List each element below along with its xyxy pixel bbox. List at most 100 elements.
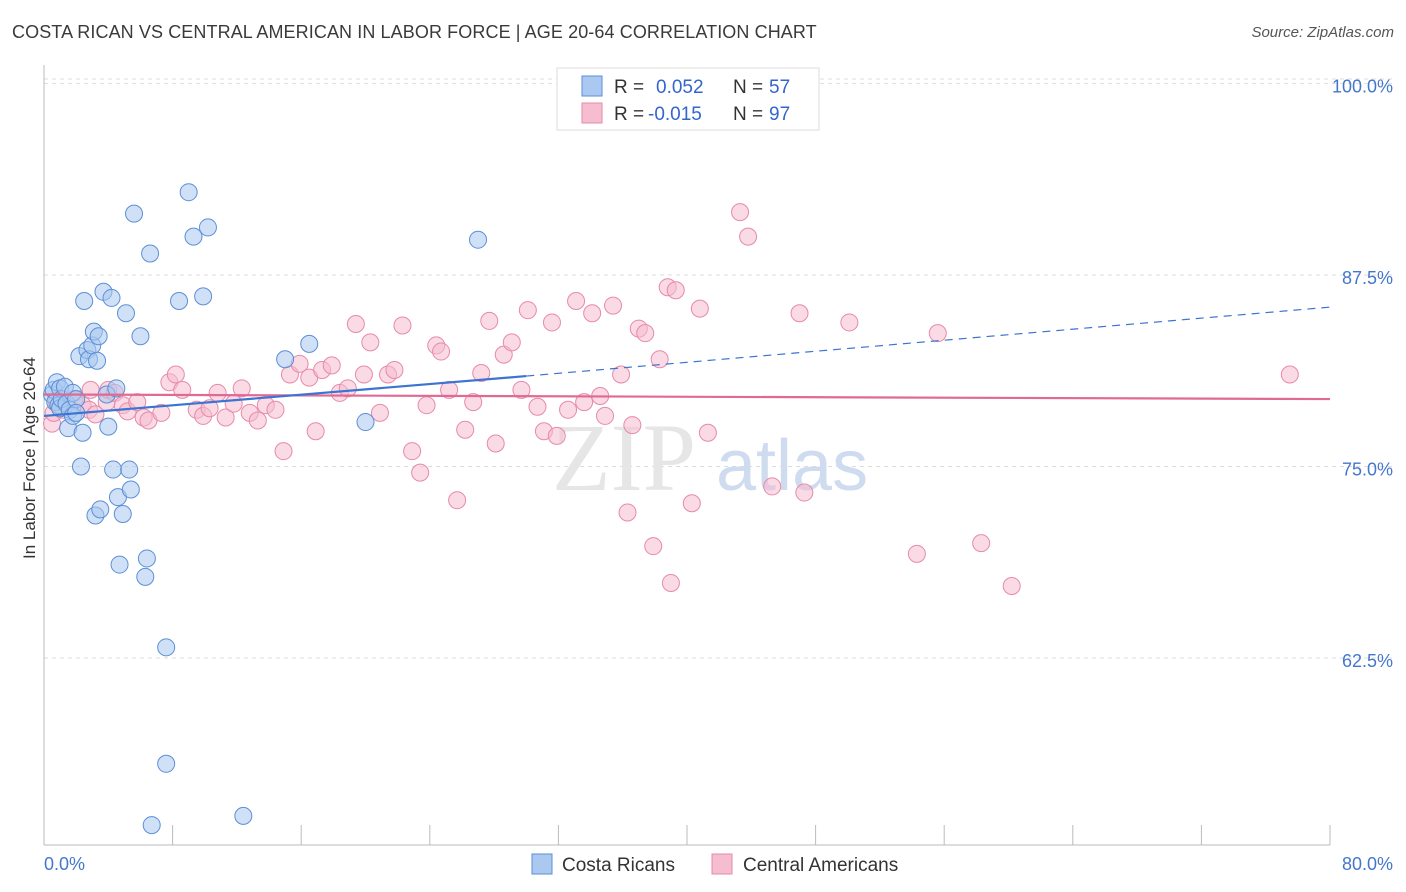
central-americans-point [618, 503, 637, 522]
central-americans-point [208, 383, 227, 402]
central-americans-trend-line [43, 393, 1331, 401]
legend-r-value-1: 0.052 [656, 77, 704, 98]
central-americans-point [403, 442, 422, 461]
central-americans-point [547, 426, 566, 445]
costa-ricans-point [469, 230, 488, 249]
central-americans-point [542, 313, 561, 332]
central-americans-point [1002, 577, 1021, 596]
central-americans-point [370, 403, 389, 422]
series-legend: Costa Ricans Central Americans [531, 853, 898, 876]
central-americans-point [432, 342, 451, 361]
costa-ricans-point [276, 350, 295, 369]
watermark-atlas: atlas [716, 426, 868, 506]
central-americans-point [623, 416, 642, 435]
central-americans-point [795, 483, 814, 502]
central-americans-point [248, 411, 267, 430]
correlation-legend: R = 0.052 N = 57 R = -0.015 N = 97 [556, 67, 820, 131]
legend-n-label-1: N = [733, 77, 763, 98]
central-americans-point [559, 400, 578, 419]
central-americans-point [928, 324, 947, 343]
x-tick-label-max: 80.0% [1342, 854, 1393, 874]
central-americans-point [361, 333, 380, 352]
central-americans-point [596, 406, 615, 425]
costa-ricans-point [141, 244, 160, 263]
costa-ricans-trend-line [43, 374, 527, 418]
central-americans-point [731, 203, 750, 222]
costa-ricans-point [113, 504, 132, 523]
central-americans-point [612, 365, 631, 384]
central-americans-point [690, 299, 709, 318]
central-americans-point [472, 364, 491, 383]
y-axis-label: In Labor Force | Age 20-64 [20, 357, 39, 559]
y-tick-labels: 62.5% 75.0% 87.5% 100.0% [1332, 76, 1393, 671]
central-americans-point [411, 463, 430, 482]
costa-ricans-point [125, 204, 144, 223]
costa-ricans-point [73, 423, 92, 442]
central-americans-point [790, 304, 809, 323]
legend-n-value-1: 57 [769, 77, 790, 98]
costa-ricans-point [142, 816, 161, 835]
central-americans-point [604, 296, 623, 315]
costa-ricans-point [75, 291, 94, 310]
central-americans-point [224, 394, 243, 413]
y-tick-label-2: 87.5% [1342, 268, 1393, 288]
central-americans-point [636, 324, 655, 343]
costa-ricans-points [43, 183, 488, 835]
trend-lines [43, 306, 1331, 418]
costa-ricans-point [102, 288, 121, 307]
costa-ricans-point [131, 327, 150, 346]
costa-ricans-point [120, 460, 139, 479]
y-tick-label-0: 62.5% [1342, 651, 1393, 671]
central-americans-point [567, 291, 586, 310]
central-americans-point [464, 393, 483, 412]
central-americans-point [417, 396, 436, 415]
costa-ricans-point [356, 413, 375, 432]
central-americans-point [448, 491, 467, 510]
central-americans-point [81, 380, 100, 399]
central-americans-point [385, 360, 404, 379]
costa-ricans-trend-extension [526, 306, 1331, 377]
central-americans-point [200, 399, 219, 418]
central-americans-point [393, 316, 412, 335]
costa-ricans-point [198, 218, 217, 237]
grid-layer [44, 78, 1395, 659]
costa-ricans-point [179, 183, 198, 202]
series-label-central-americans: Central Americans [743, 855, 898, 876]
legend-r-value-2: -0.015 [648, 104, 702, 125]
central-americans-point [739, 227, 758, 246]
central-americans-point [346, 314, 365, 333]
central-americans-point [698, 423, 717, 442]
central-americans-point [528, 397, 547, 416]
central-americans-point [266, 400, 285, 419]
legend-swatch-pink [581, 102, 603, 124]
central-americans-point [152, 403, 171, 422]
watermark: ZIP atlas [552, 404, 868, 511]
costa-ricans-point [110, 555, 129, 574]
costa-ricans-point [300, 334, 319, 353]
central-americans-point [763, 477, 782, 496]
central-americans-point [907, 544, 926, 563]
axes-layer [43, 65, 1331, 846]
central-americans-point [232, 379, 251, 398]
legend-n-label-2: N = [733, 104, 763, 125]
central-americans-point [972, 534, 991, 553]
central-americans-point [644, 537, 663, 556]
central-americans-point [274, 442, 293, 461]
costa-ricans-point [121, 480, 140, 499]
central-americans-point [480, 311, 499, 330]
legend-r-label-1: R = [614, 77, 644, 98]
central-americans-point [86, 405, 105, 424]
y-tick-label-3: 100.0% [1332, 76, 1393, 96]
central-americans-point [322, 356, 341, 375]
y-tick-label-1: 75.0% [1342, 459, 1393, 479]
costa-ricans-point [116, 304, 135, 323]
costa-ricans-point [234, 806, 253, 825]
legend-swatch-blue [581, 75, 603, 97]
central-americans-point [650, 350, 669, 369]
chart-title: COSTA RICAN VS CENTRAL AMERICAN IN LABOR… [12, 22, 817, 42]
costa-ricans-point [107, 379, 126, 398]
central-americans-point [128, 393, 147, 412]
central-americans-point [502, 333, 521, 352]
series-swatch-costa-ricans [531, 853, 553, 875]
